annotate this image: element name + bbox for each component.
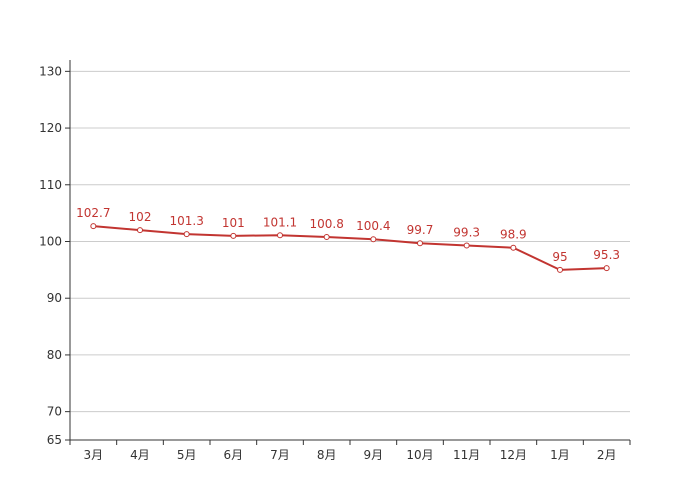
data-point <box>603 265 610 272</box>
data-label: 101.3 <box>169 214 203 228</box>
x-tick-labels: 3月 4月 5月 6月 7月 8月 9月 10月 11月 12月 1月 2月 <box>69 440 631 462</box>
data-point <box>230 232 237 239</box>
x-tick-label: 6月 <box>224 448 244 462</box>
data-label: 100.4 <box>356 219 390 233</box>
x-tick-label: 9月 <box>364 448 384 462</box>
data-label: 101.1 <box>263 215 297 229</box>
x-tick-label: 11月 <box>453 448 480 462</box>
x-tick-label: 5月 <box>177 448 197 462</box>
y-tick-labels: 65 70 80 90 100 110 120 130 <box>39 64 70 447</box>
data-point <box>90 223 97 230</box>
series-layer <box>90 223 610 273</box>
data-point <box>137 227 143 234</box>
data-point <box>370 236 377 243</box>
data-label: 99.3 <box>453 225 480 239</box>
data-labels: 102.7 102 101.3 101 101.1 100.8 100.4 99.7 99.3 9… <box>76 206 620 264</box>
grid-layer <box>70 70 630 413</box>
data-label: 98.9 <box>500 228 527 242</box>
y-tick-label: 65 <box>47 433 62 447</box>
data-point <box>463 242 470 249</box>
data-point <box>183 231 190 238</box>
x-tick-label: 8月 <box>317 448 337 462</box>
data-label: 101 <box>222 216 245 230</box>
x-tick-label: 4月 <box>130 448 150 462</box>
y-tick-label: 120 <box>39 121 62 135</box>
axis-layer <box>69 60 630 441</box>
y-tick-label: 100 <box>39 234 62 248</box>
y-tick-label: 70 <box>47 405 62 419</box>
y-tick-label: 110 <box>39 178 62 192</box>
x-tick-label: 10月 <box>406 448 433 462</box>
x-tick-label: 7月 <box>270 448 290 462</box>
data-point <box>323 233 330 240</box>
y-tick-label: 90 <box>47 291 62 305</box>
x-tick-label: 12月 <box>500 448 527 462</box>
data-label: 102 <box>129 210 152 224</box>
data-point <box>510 244 517 251</box>
data-point <box>277 232 283 239</box>
data-point <box>417 240 423 247</box>
x-tick-label: 1月 <box>550 448 570 462</box>
y-tick-label: 130 <box>39 64 62 78</box>
data-label: 95 <box>552 250 567 264</box>
x-tick-label: 3月 <box>84 448 104 462</box>
series-line <box>93 225 607 271</box>
y-tick-label: 80 <box>47 348 62 362</box>
data-label: 100.8 <box>309 217 343 231</box>
data-label: 102.7 <box>76 206 110 220</box>
data-label: 99.7 <box>407 223 434 237</box>
data-label: 95.3 <box>593 248 620 262</box>
x-tick-label: 2月 <box>597 448 617 462</box>
data-point <box>557 266 563 273</box>
